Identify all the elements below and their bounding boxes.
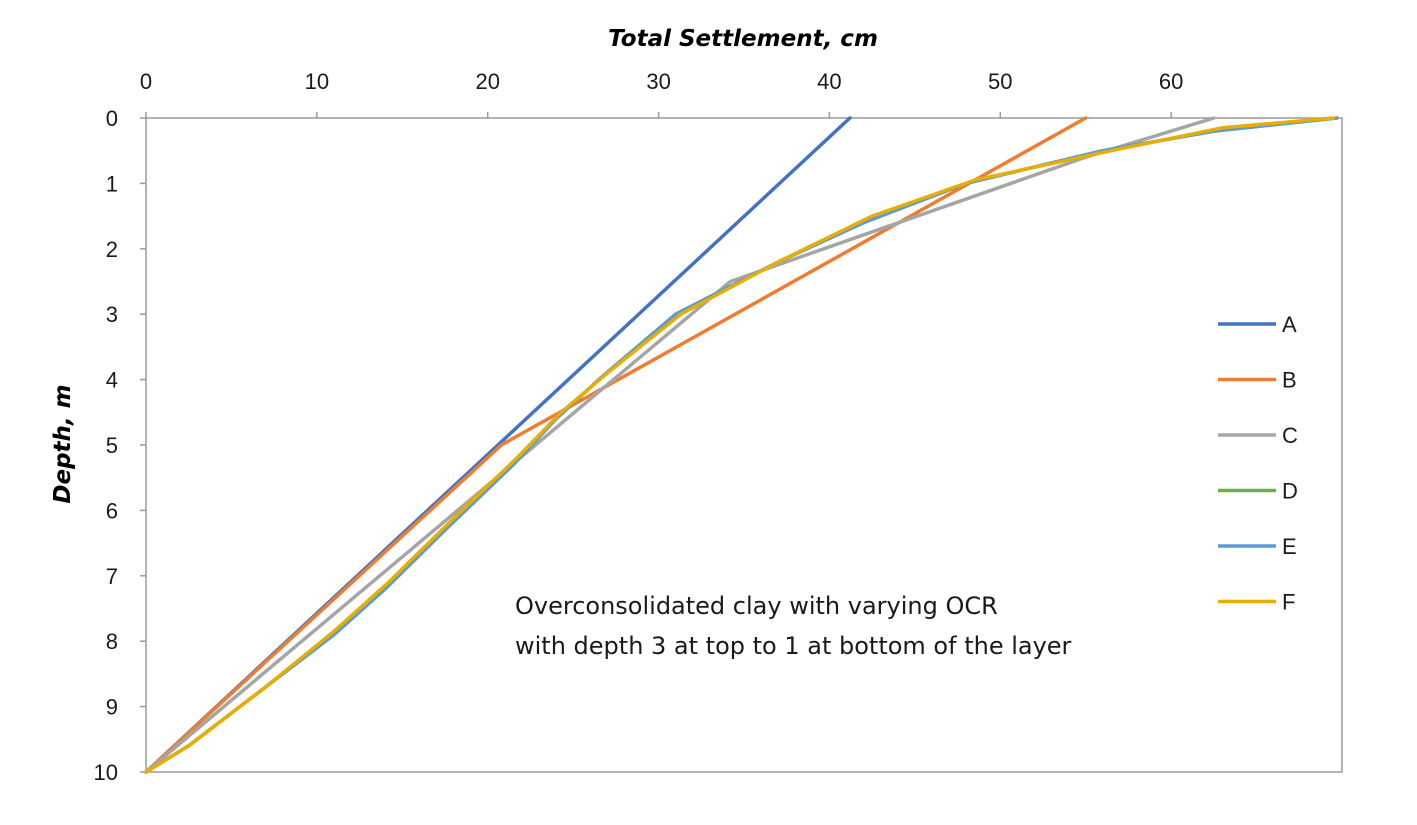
series-line-d <box>144 116 1339 774</box>
y-tick-label: 1 <box>106 171 118 196</box>
annotation-line-2: with depth 3 at top to 1 at bottom of th… <box>515 632 1072 660</box>
x-tick-label: 30 <box>646 69 670 94</box>
x-tick-label: 40 <box>817 69 841 94</box>
y-axis-title: Depth, m <box>50 384 76 503</box>
x-axis-title: Total Settlement, cm <box>608 26 878 52</box>
legend-label-a: A <box>1282 312 1297 337</box>
annotation-line-1: Overconsolidated clay with varying OCR <box>515 592 998 620</box>
y-tick-label: 6 <box>106 498 118 523</box>
y-tick-label: 4 <box>106 368 118 393</box>
y-tick-label: 8 <box>106 629 118 654</box>
series-line-b <box>144 116 1088 774</box>
y-tick-label: 0 <box>106 106 118 131</box>
y-tick-label: 3 <box>106 302 118 327</box>
x-tick-label: 20 <box>475 69 499 94</box>
series-line-c <box>144 116 1216 774</box>
x-tick-label: 50 <box>988 69 1012 94</box>
x-tick-label: 10 <box>305 69 329 94</box>
y-tick-label: 5 <box>106 433 118 458</box>
x-tick-label: 0 <box>140 69 152 94</box>
series-line-e <box>144 116 1339 774</box>
legend-label-c: C <box>1282 423 1298 448</box>
x-tick-label: 60 <box>1159 69 1183 94</box>
legend: A B C D E F <box>1218 312 1298 615</box>
chart-annotation: Overconsolidated clay with varying OCR w… <box>515 592 1072 660</box>
y-tick-label: 10 <box>94 760 118 785</box>
legend-label-f: F <box>1282 590 1295 615</box>
series-line-f <box>144 116 1336 774</box>
legend-label-b: B <box>1282 368 1297 393</box>
y-tick-label: 7 <box>106 564 118 589</box>
legend-label-e: E <box>1282 534 1297 559</box>
legend-label-d: D <box>1282 479 1298 504</box>
y-tick-label: 9 <box>106 695 118 720</box>
y-tick-label: 2 <box>106 237 118 262</box>
